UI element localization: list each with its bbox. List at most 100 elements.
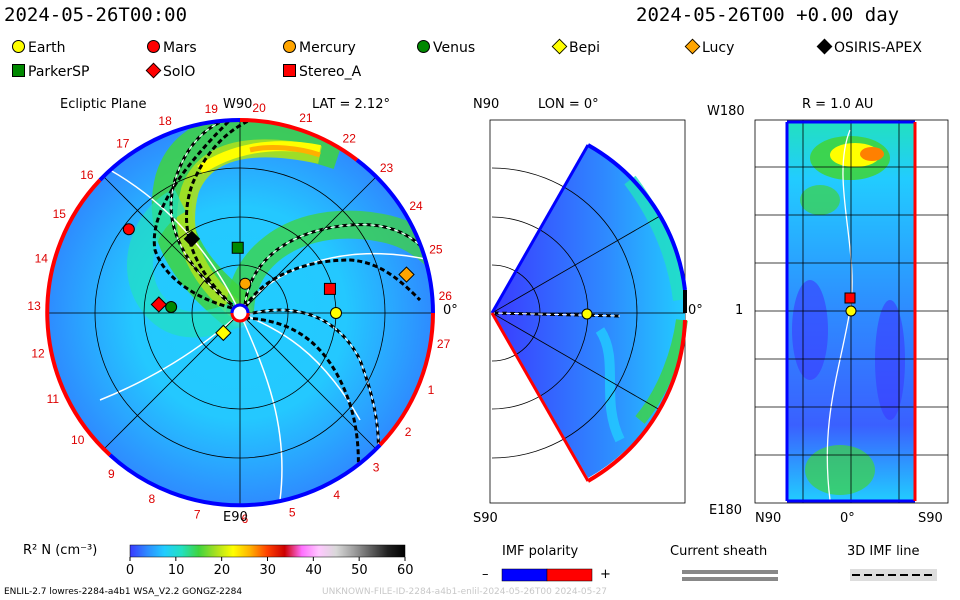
ecliptic-marker-parkersp (231, 241, 244, 254)
legend-item-mars: Mars (147, 40, 197, 56)
carrington-label: 11 (47, 392, 60, 406)
legend-item-venus: Venus (417, 40, 475, 56)
ecliptic-marker-earth (330, 307, 342, 319)
legend-label: OSIRIS-APEX (834, 40, 922, 56)
ecliptic-marker-stereo-a (323, 282, 336, 295)
carrington-label: 3 (373, 461, 380, 475)
colorbar-tick-label: 20 (213, 563, 231, 578)
radial-tl-label: W180 (707, 104, 745, 119)
ecliptic-right-label: 0° (443, 303, 458, 318)
carrington-label: 10 (71, 433, 85, 447)
ecliptic-marker-mercury (239, 277, 252, 290)
colorbar-tick-label: 40 (305, 563, 322, 578)
legend-item-parkersp: ParkerSP (12, 64, 89, 80)
imf-positive-swatch (546, 568, 593, 582)
legend-item-osiris-apex: OSIRIS-APEX (816, 38, 922, 56)
ecliptic-marker-osiris-apex (183, 230, 201, 248)
imf-plus-label: + (600, 567, 611, 582)
legend-label: Mercury (299, 40, 356, 56)
legend-item-earth: Earth (12, 40, 66, 56)
radial-panel (754, 119, 949, 504)
radial-x-left: N90 (755, 511, 782, 526)
circle-marker-icon (12, 40, 25, 53)
colorbar-tick-label: 0 (125, 563, 135, 578)
ecliptic-marker-solo (150, 296, 168, 313)
footer-left: ENLIL-2.7 lowres-2284-a4b1 WSA_V2.2 GONG… (4, 587, 243, 597)
meridional-earth-marker (581, 308, 593, 320)
current-sheath-swatch (682, 570, 778, 581)
legend-label: Stereo_A (299, 64, 362, 80)
ecliptic-lat: LAT = 2.12° (312, 97, 390, 112)
carrington-label: 8 (149, 492, 156, 506)
ecliptic-marker-mars (122, 223, 135, 236)
colorbar (129, 544, 406, 558)
legend-item-stereo-a: Stereo_A (283, 64, 361, 80)
legend-item-bepi: Bepi (551, 38, 600, 56)
footer-right: UNKNOWN-FILE-ID-2284-a4b1-enlil-2024-05-… (322, 587, 608, 597)
radial-stereo-a-marker (844, 292, 856, 304)
square-marker-icon (283, 64, 296, 77)
carrington-label: 9 (108, 467, 115, 481)
left-timestamp: 2024-05-26T00:00 (4, 4, 188, 26)
carrington-label: 13 (27, 299, 41, 313)
carrington-label: 21 (299, 111, 313, 125)
meridional-top-label: N90 (473, 97, 500, 112)
imf-minus-label: – (482, 567, 489, 582)
carrington-label: 19 (205, 102, 219, 116)
carrington-label: 17 (116, 137, 130, 151)
colorbar-label: R² N (cm⁻³) (23, 543, 98, 558)
imf-line-label: 3D IMF line (847, 544, 920, 559)
meridional-lon: LON = 0° (538, 97, 599, 112)
carrington-label: 20 (252, 101, 266, 115)
radial-earth-marker (845, 305, 857, 317)
carrington-label: 14 (35, 252, 49, 266)
legend-label: Mars (163, 40, 197, 56)
colorbar-tick-label: 30 (259, 563, 277, 578)
radial-x-mid: 0° (840, 511, 855, 526)
ecliptic-marker-lucy (398, 266, 415, 283)
carrington-label: 2 (405, 425, 412, 439)
carrington-label: 25 (429, 242, 443, 256)
legend-label: Bepi (569, 40, 600, 56)
radial-bl-label: E180 (709, 503, 743, 518)
colorbar-tick-label: 10 (167, 563, 185, 578)
imf-negative-swatch (501, 568, 548, 582)
carrington-label: 7 (194, 508, 201, 522)
circle-marker-icon (147, 40, 160, 53)
carrington-label: 24 (409, 199, 423, 213)
carrington-label: 16 (80, 168, 94, 182)
carrington-label: 12 (31, 347, 45, 361)
ecliptic-marker-bepi (215, 324, 232, 342)
current-sheath-label: Current sheath (670, 544, 768, 559)
legend-item-mercury: Mercury (283, 40, 356, 56)
radial-x-right: S90 (918, 511, 943, 526)
ecliptic-top-label: W90 (223, 97, 253, 112)
carrington-label: 26 (439, 289, 453, 303)
carrington-label: 1 (428, 383, 435, 397)
carrington-label: 18 (158, 114, 172, 128)
imf-line-swatch (850, 569, 937, 581)
carrington-label: 27 (437, 337, 451, 351)
radial-top-label: R = 1.0 AU (802, 97, 874, 112)
circle-marker-icon (283, 40, 296, 53)
right-timestamp: 2024-05-26T00 +0.00 day (636, 4, 900, 26)
ecliptic-bottom-label: E90 (223, 510, 248, 525)
carrington-label: 5 (289, 505, 296, 519)
colorbar-tick-label: 50 (351, 563, 368, 578)
carrington-label: 22 (343, 131, 357, 145)
legend-label: SolO (163, 64, 196, 80)
carrington-label: 23 (380, 161, 394, 175)
legend-label: Lucy (702, 40, 735, 56)
legend-label: Venus (433, 40, 476, 56)
colorbar-tick-label: 60 (397, 563, 414, 578)
meridional-bottom-label: S90 (473, 511, 498, 526)
radial-mid-label: 1 (735, 303, 744, 318)
ecliptic-marker-venus (165, 300, 178, 313)
carrington-label: 6 (241, 512, 248, 526)
ecliptic-panel: 19 20212223242526271234567891011121314151… (27, 101, 452, 526)
circle-marker-icon (417, 40, 430, 53)
meridional-panel (489, 119, 688, 504)
imf-polarity-label: IMF polarity (502, 544, 579, 559)
ecliptic-title: Ecliptic Plane (60, 97, 147, 112)
